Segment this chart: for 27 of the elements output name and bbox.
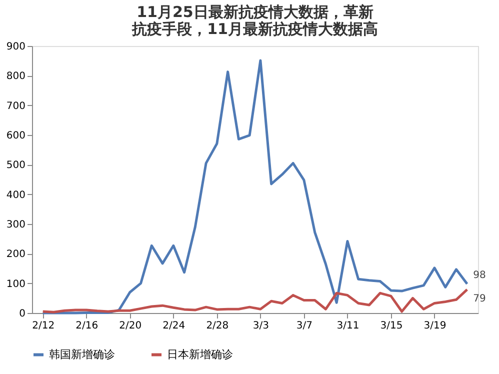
x-tick-label: 2/12 [32,320,55,332]
line-series [42,59,468,314]
line-series [42,288,468,314]
x-tick-label: 2/16 [76,320,98,332]
x-tick-label: 2/24 [162,320,186,332]
y-tick-label: 0 [19,308,26,320]
x-tick-label: 3/11 [336,320,360,332]
x-tick-label: 3/3 [252,320,269,332]
y-tick-label: 300 [6,220,26,230]
y-tick-label: 800 [6,71,26,82]
x-tick-label: 2/20 [119,320,142,332]
y-tick-label: 200 [6,249,26,260]
y-tick-label: 700 [6,100,26,112]
y-tick-label: 900 [6,42,26,52]
y-tick-label: 100 [6,278,26,290]
x-tick-label: 3/15 [380,320,403,332]
chart-title: 11月25日最新抗疫情大数据，革新抗疫手段，11月最新抗疫情大数据高 [131,3,378,38]
x-tick-label: 2/28 [206,320,229,332]
legend-label: 日本新增确诊 [167,348,233,361]
legend-label: 韩国新增确诊 [49,348,115,361]
data-label: 98 [473,270,486,281]
data-label: 79 [473,294,486,305]
y-tick-label: 400 [6,190,26,201]
y-tick-label: 600 [6,130,26,142]
y-tick-label: 500 [6,160,26,172]
x-tick-label: 3/19 [424,320,446,332]
x-tick-label: 3/7 [296,320,312,332]
